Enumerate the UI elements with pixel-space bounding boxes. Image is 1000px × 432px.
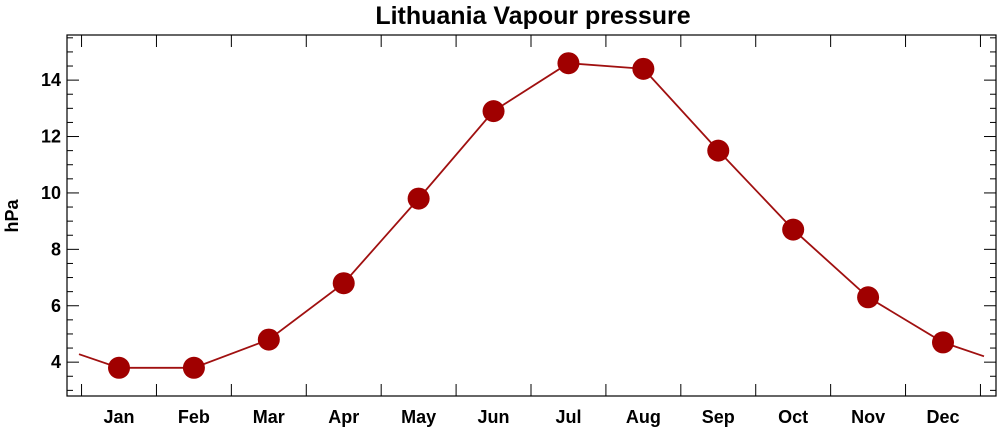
series-layer [78, 52, 985, 379]
x-tick-label: Jun [478, 407, 510, 427]
y-tick-label: 10 [41, 183, 61, 203]
x-axis-ticks: Jan Feb Mar Apr May Jun Jul Aug Sep Oct Nov Dec [81, 35, 981, 427]
data-point-sep [707, 139, 730, 162]
series-line [78, 62, 985, 369]
data-point-aug [632, 57, 655, 80]
data-point-mar [257, 328, 280, 351]
data-point-jun [482, 100, 505, 123]
data-point-oct [782, 218, 805, 241]
y-tick-label: 12 [41, 127, 61, 147]
x-tick-label: Feb [178, 407, 210, 427]
x-tick-label: Aug [626, 407, 661, 427]
data-point-feb [182, 356, 205, 379]
x-tick-label: Dec [926, 407, 959, 427]
x-tick-label: May [401, 407, 436, 427]
data-point-nov [857, 286, 880, 309]
x-tick-label: Jul [555, 407, 581, 427]
y-tick-label: 8 [51, 239, 61, 259]
data-point-apr [332, 272, 355, 295]
y-tick-label: 6 [51, 296, 61, 316]
data-point-dec [932, 331, 954, 354]
x-tick-label: Jan [103, 407, 134, 427]
x-tick-label: Apr [328, 407, 359, 427]
y-axis-ticks: 4 6 8 10 12 14 [41, 37, 996, 391]
x-tick-label: Mar [253, 407, 285, 427]
plot-area-frame [66, 34, 997, 397]
data-point-may [407, 187, 430, 210]
y-tick-label: 14 [41, 70, 61, 90]
chart-title: Lithuania Vapour pressure [375, 2, 690, 30]
x-tick-label: Oct [778, 407, 808, 427]
data-point-jan [108, 356, 130, 379]
x-tick-label: Sep [702, 407, 735, 427]
y-tick-label: 4 [51, 352, 61, 372]
x-tick-label: Nov [851, 407, 885, 427]
data-point-jul [557, 52, 580, 75]
y-axis-label: hPa [2, 199, 22, 233]
